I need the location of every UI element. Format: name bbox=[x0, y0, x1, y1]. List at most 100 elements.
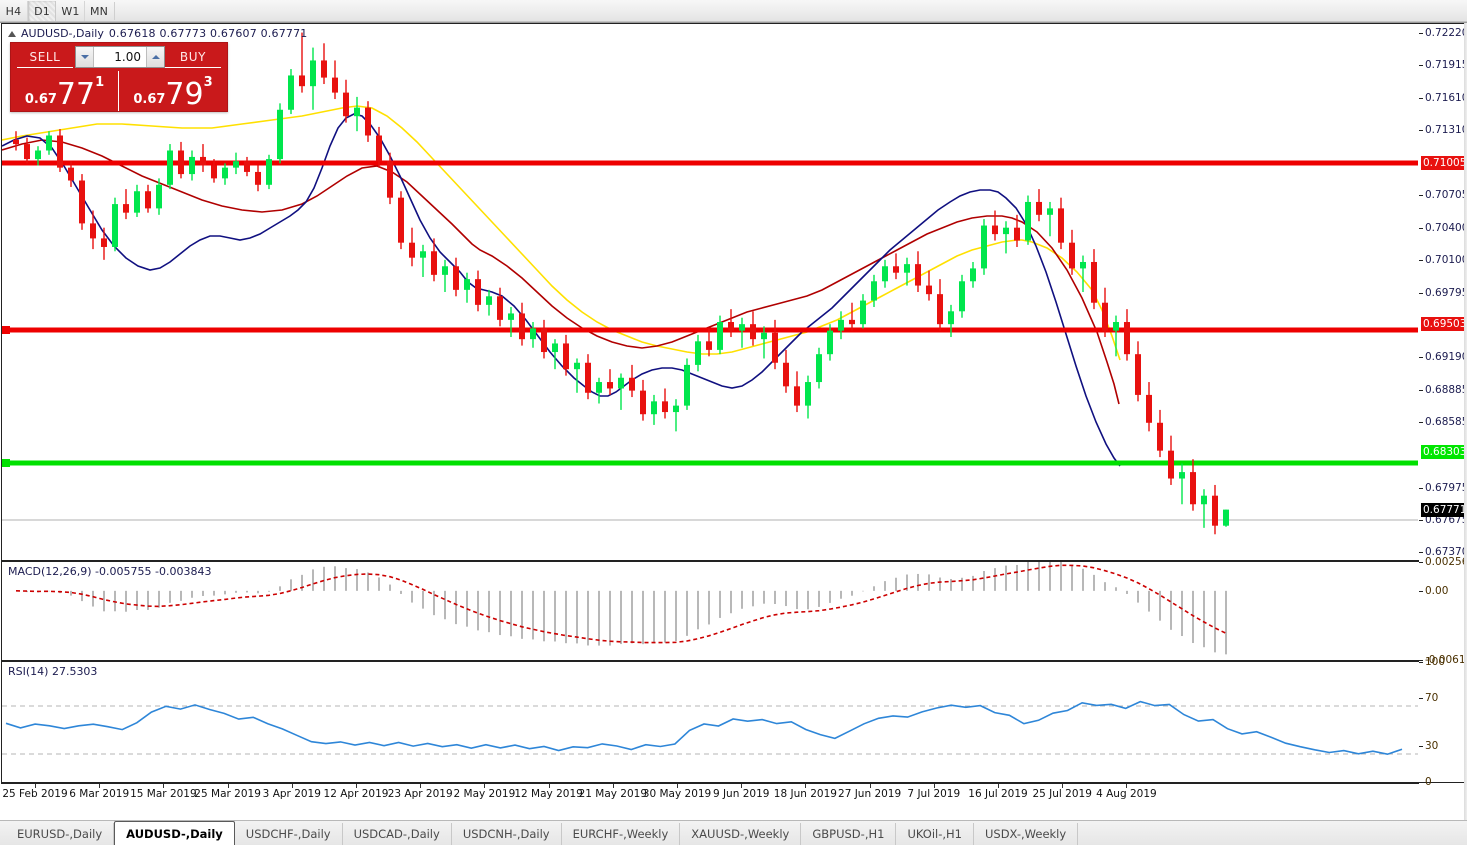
candle-body bbox=[1069, 242, 1075, 269]
one-click-trading-panel[interactable]: SELL 1.00 BUY 0.67 77 1 bbox=[10, 42, 228, 112]
rsi-tick-label: 70 bbox=[1425, 692, 1439, 704]
volume-decrement-button[interactable] bbox=[76, 47, 94, 67]
date-axis-label: 25 Mar 2019 bbox=[194, 788, 261, 800]
candle-body bbox=[123, 204, 129, 213]
chart-tab-usdxweekly[interactable]: USDX-,Weekly bbox=[974, 823, 1079, 845]
price-tick-mark bbox=[1419, 357, 1423, 359]
volume-increment-button[interactable] bbox=[146, 47, 164, 67]
macd-panel[interactable]: MACD(12,26,9) -0.005755 -0.003843 bbox=[1, 561, 1419, 661]
chart-tab-gbpusdh1[interactable]: GBPUSD-,H1 bbox=[801, 823, 897, 845]
price-tick-label: 0.70400 bbox=[1425, 221, 1467, 234]
date-tick-mark bbox=[677, 784, 678, 788]
candle-body bbox=[882, 266, 888, 282]
candle-body bbox=[849, 319, 855, 325]
candle-body bbox=[640, 390, 646, 415]
chart-tab-bar[interactable]: EURUSD-,Daily AUDUSD-,Daily USDCHF-,Daily U… bbox=[0, 820, 1467, 845]
chart-tab-ukoilh1[interactable]: UKOil-,H1 bbox=[896, 823, 974, 845]
volume-stepper[interactable]: 1.00 bbox=[75, 46, 165, 68]
price-tick-label: 0.69190 bbox=[1425, 351, 1467, 364]
chart-tab-usdchfdaily[interactable]: USDCHF-,Daily bbox=[235, 823, 343, 845]
date-axis-label: 2 May 2019 bbox=[453, 788, 516, 800]
price-scale-column[interactable]: 0.72220 0.71915 0.71610 0.71310 0.71005 0.707… bbox=[1419, 23, 1467, 788]
buy-button[interactable]: BUY bbox=[165, 46, 221, 68]
price-tick-label: 0.67975 bbox=[1425, 481, 1467, 494]
bid-price-big: 77 bbox=[56, 77, 96, 112]
chart-tab-usdcaddaily[interactable]: USDCAD-,Daily bbox=[343, 823, 452, 845]
candlestick-series bbox=[13, 32, 1229, 535]
date-axis-label: 27 Jun 2019 bbox=[838, 788, 902, 800]
macd-tick-mark bbox=[1419, 660, 1423, 661]
date-axis-label: 30 May 2019 bbox=[642, 788, 712, 800]
timeframe-mn[interactable]: MN bbox=[85, 1, 113, 21]
candle-body bbox=[695, 341, 701, 365]
oct-top-row: SELL 1.00 BUY bbox=[11, 43, 227, 71]
candle-body bbox=[288, 75, 294, 110]
timeframe-d1[interactable]: D1 bbox=[28, 1, 56, 21]
candle-body bbox=[24, 144, 30, 160]
candle-body bbox=[200, 156, 206, 166]
candle-body bbox=[244, 161, 250, 172]
price-panel[interactable]: AUDUSD-,Daily 0.67618 0.67773 0.67607 0.… bbox=[1, 23, 1419, 561]
date-tick-mark bbox=[1062, 784, 1064, 788]
timeframe-toolbar: H4 D1 W1 MN bbox=[0, 0, 1467, 22]
sell-button[interactable]: SELL bbox=[17, 46, 73, 68]
buy-button-label: BUY bbox=[179, 49, 207, 64]
date-axis-label: 7 Jul 2019 bbox=[907, 788, 961, 800]
candle-body bbox=[1058, 208, 1064, 243]
candle-body bbox=[893, 266, 899, 273]
candle-body bbox=[750, 324, 756, 340]
rsi-panel[interactable]: RSI(14) 27.5303 bbox=[1, 661, 1419, 783]
ask-price-display[interactable]: 0.67 79 3 bbox=[119, 71, 227, 111]
ma-mid-red-line bbox=[2, 139, 1120, 405]
timeframe-w1-label: W1 bbox=[61, 4, 80, 18]
date-axis-label: 18 Jun 2019 bbox=[773, 788, 837, 800]
oct-price-row: 0.67 77 1 0.67 79 3 bbox=[11, 71, 227, 111]
price-tick-mark bbox=[1419, 130, 1423, 132]
timeframe-mn-label: MN bbox=[89, 4, 109, 18]
chart-ohlc-values: 0.67618 0.67773 0.67607 0.67771 bbox=[108, 27, 308, 40]
date-tick-mark bbox=[163, 784, 165, 788]
candle-body bbox=[1179, 472, 1185, 479]
toolbar-separator bbox=[114, 2, 115, 20]
rsi-line bbox=[5, 700, 1403, 756]
candle-body bbox=[453, 266, 459, 290]
chart-tab-xauusdweekly[interactable]: XAUUSD-,Weekly bbox=[680, 823, 802, 845]
volume-input[interactable]: 1.00 bbox=[114, 50, 141, 64]
price-tick-label: 0.67370 bbox=[1425, 546, 1467, 559]
candle-body bbox=[134, 191, 140, 213]
bid-price-display[interactable]: 0.67 77 1 bbox=[11, 71, 119, 111]
date-tick-mark bbox=[484, 784, 486, 788]
candle-body bbox=[585, 362, 591, 393]
date-tick-mark bbox=[869, 784, 871, 788]
candle-body bbox=[486, 296, 492, 305]
candle-body bbox=[1091, 261, 1097, 303]
candle-body bbox=[530, 328, 536, 340]
timeframe-w1[interactable]: W1 bbox=[57, 1, 85, 21]
macd-tick-label: 0.002566 bbox=[1425, 556, 1467, 568]
date-tick-mark bbox=[933, 784, 935, 788]
price-tick-label: 0.71310 bbox=[1425, 124, 1467, 137]
chart-tab-audusddaily[interactable]: AUDUSD-,Daily bbox=[114, 821, 235, 845]
macd-tick-mark bbox=[1419, 562, 1423, 563]
candle-body bbox=[68, 167, 74, 181]
ask-price-big: 79 bbox=[165, 77, 204, 112]
candle-body bbox=[332, 77, 338, 93]
chart-collapse-triangle-icon[interactable] bbox=[8, 30, 16, 37]
price-tick-mark bbox=[1419, 227, 1423, 229]
date-axis[interactable]: 25 Feb 2019 6 Mar 2019 15 Mar 2019 25 Mar 2… bbox=[1, 783, 1419, 805]
chart-vertical-scrollbar[interactable] bbox=[1464, 23, 1467, 821]
candle-body bbox=[497, 296, 503, 320]
candle-body bbox=[761, 332, 767, 340]
chart-tab-eurusddaily[interactable]: EURUSD-,Daily bbox=[6, 823, 115, 845]
chart-tab-usdcnhdaily[interactable]: USDCNH-,Daily bbox=[452, 823, 562, 845]
candle-body bbox=[563, 343, 569, 370]
chart-tab-eurchfweekly[interactable]: EURCHF-,Weekly bbox=[562, 823, 681, 845]
price-tag-069503: 0.69503 bbox=[1421, 316, 1467, 331]
candle-body bbox=[662, 401, 668, 413]
price-tick-label: 0.71610 bbox=[1425, 91, 1467, 104]
timeframe-h4[interactable]: H4 bbox=[0, 1, 28, 21]
price-tick-mark bbox=[1419, 292, 1423, 294]
date-tick-mark bbox=[741, 784, 743, 788]
rsi-tick-label: 30 bbox=[1425, 740, 1439, 752]
